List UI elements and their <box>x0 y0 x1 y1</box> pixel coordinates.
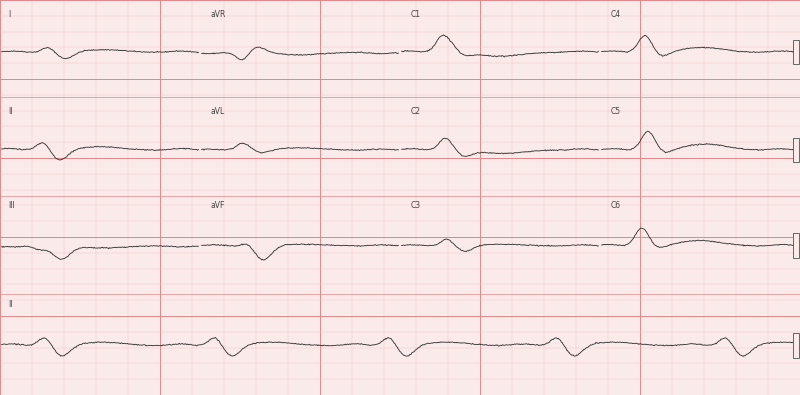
Bar <box>793 40 799 64</box>
Bar <box>793 333 799 358</box>
Text: II: II <box>8 300 13 309</box>
Text: C4: C4 <box>610 10 621 19</box>
Text: aVL: aVL <box>210 107 225 116</box>
Text: C5: C5 <box>610 107 621 116</box>
Text: C1: C1 <box>410 10 421 19</box>
Text: aVF: aVF <box>210 201 225 211</box>
Text: C3: C3 <box>410 201 421 211</box>
Text: III: III <box>8 201 14 211</box>
Text: II: II <box>8 107 13 116</box>
Text: I: I <box>8 10 10 19</box>
Text: aVR: aVR <box>210 10 226 19</box>
Text: C6: C6 <box>610 201 621 211</box>
Bar <box>793 138 799 162</box>
Text: C2: C2 <box>410 107 421 116</box>
Bar <box>793 233 799 258</box>
